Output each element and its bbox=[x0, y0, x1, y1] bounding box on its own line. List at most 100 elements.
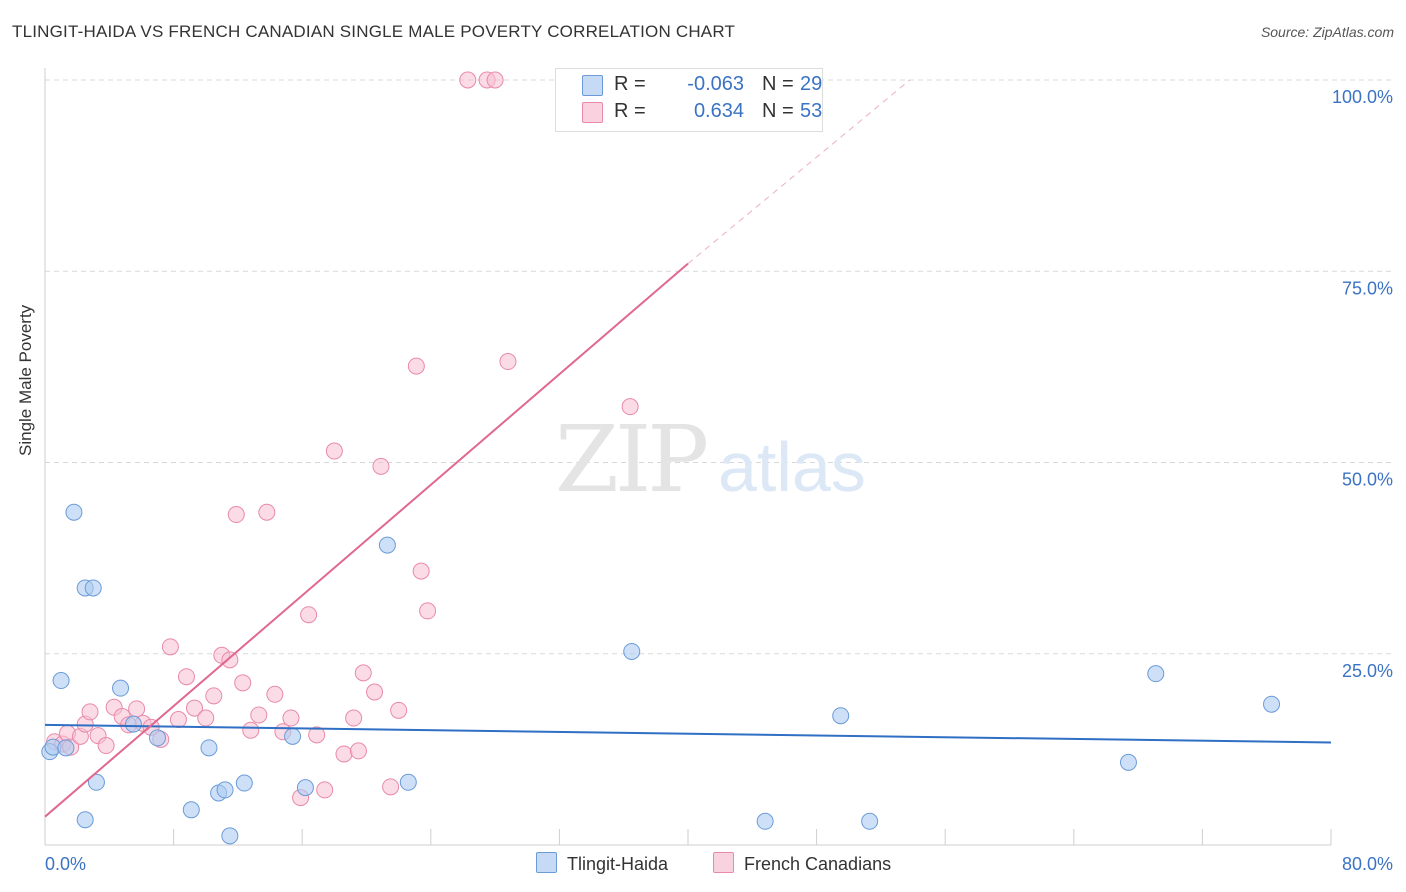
point-tlingit-haida bbox=[623, 642, 641, 660]
point-french-canadians bbox=[258, 503, 276, 521]
point-tlingit-haida bbox=[235, 774, 253, 792]
point-french-canadians bbox=[325, 442, 343, 460]
point-tlingit-haida bbox=[84, 579, 102, 597]
point-french-canadians bbox=[250, 706, 268, 724]
point-tlingit-haida bbox=[378, 536, 396, 554]
point-french-canadians bbox=[308, 726, 326, 744]
point-french-canadians bbox=[372, 457, 390, 475]
axis-layer bbox=[44, 68, 1332, 846]
point-tlingit-haida bbox=[87, 773, 105, 791]
point-french-canadians bbox=[486, 71, 504, 89]
point-tlingit-haida bbox=[52, 672, 70, 690]
point-french-canadians bbox=[266, 685, 284, 703]
legend-n-label: N = bbox=[762, 73, 794, 95]
point-french-canadians bbox=[407, 357, 425, 375]
y-axis-title: Single Male Poverty bbox=[16, 304, 35, 456]
point-tlingit-haida bbox=[399, 773, 417, 791]
point-french-canadians bbox=[419, 602, 437, 620]
point-french-canadians bbox=[197, 709, 215, 727]
grid-layer bbox=[45, 79, 1395, 655]
watermark: ZIP atlas bbox=[555, 406, 866, 513]
point-french-canadians bbox=[354, 664, 372, 682]
legend-n-value: 29 bbox=[800, 73, 823, 95]
point-french-canadians bbox=[81, 703, 99, 721]
point-french-canadians bbox=[205, 687, 223, 705]
legend-r-value: -0.063 bbox=[687, 73, 744, 95]
point-french-canadians bbox=[366, 683, 384, 701]
point-french-canadians bbox=[234, 674, 252, 692]
trendline-french-canadians-extension bbox=[687, 79, 911, 264]
point-tlingit-haida bbox=[124, 715, 142, 733]
y-tick-label: 75.0% bbox=[1342, 278, 1393, 298]
legend-swatch-french bbox=[713, 852, 734, 873]
point-french-canadians bbox=[345, 709, 363, 727]
point-tlingit-haida bbox=[221, 827, 239, 845]
tick-labels: 25.0% 50.0% 75.0% 100.0% 0.0% 80.0% bbox=[45, 87, 1393, 874]
point-tlingit-haida bbox=[1147, 665, 1165, 683]
legend-r-label: R = bbox=[614, 73, 646, 95]
source-attribution: Source: ZipAtlas.com bbox=[1260, 24, 1394, 40]
point-french-canadians bbox=[177, 668, 195, 686]
point-french-canadians bbox=[169, 711, 187, 729]
series-legend: Tlingit-Haida French Canadians bbox=[0, 852, 1406, 878]
watermark-zip: ZIP bbox=[555, 406, 706, 513]
legend-swatch-tlingit bbox=[582, 75, 603, 96]
point-tlingit-haida bbox=[1263, 695, 1281, 713]
legend-r-label: R = bbox=[614, 100, 646, 122]
y-tick-label: 25.0% bbox=[1342, 661, 1393, 681]
legend-swatch-french bbox=[582, 102, 603, 123]
legend-item-french: French Canadians bbox=[713, 852, 891, 875]
point-french-canadians bbox=[412, 562, 430, 580]
point-french-canadians bbox=[242, 721, 260, 739]
x-tick-label: 0.0% bbox=[45, 854, 86, 874]
point-tlingit-haida bbox=[76, 811, 94, 829]
chart-title: TLINGIT-HAIDA VS FRENCH CANADIAN SINGLE … bbox=[12, 22, 736, 41]
x-tick-label: 80.0% bbox=[1342, 854, 1393, 874]
legend-n-value: 53 bbox=[800, 100, 823, 122]
point-tlingit-haida bbox=[57, 739, 75, 757]
point-french-canadians bbox=[128, 700, 146, 718]
point-tlingit-haida bbox=[65, 503, 83, 521]
point-tlingit-haida bbox=[296, 779, 314, 797]
point-tlingit-haida bbox=[216, 781, 234, 799]
point-french-canadians bbox=[335, 745, 353, 763]
point-tlingit-haida bbox=[200, 739, 218, 757]
point-tlingit-haida bbox=[756, 812, 774, 830]
point-tlingit-haida bbox=[284, 727, 302, 745]
point-tlingit-haida bbox=[182, 801, 200, 819]
legend-swatch-tlingit bbox=[536, 852, 557, 873]
legend-n-label: N = bbox=[762, 100, 794, 122]
points-layer bbox=[41, 71, 1281, 845]
point-french-canadians bbox=[316, 781, 334, 799]
trendline-tlingit-haida bbox=[44, 723, 1332, 744]
point-french-canadians bbox=[349, 742, 367, 760]
point-tlingit-haida bbox=[1119, 753, 1137, 771]
watermark-atlas: atlas bbox=[718, 428, 866, 506]
point-tlingit-haida bbox=[149, 729, 167, 747]
y-tick-label: 100.0% bbox=[1332, 87, 1393, 107]
y-tick-label: 50.0% bbox=[1342, 470, 1393, 490]
trend-layer bbox=[44, 79, 1332, 818]
stats-legend: R = -0.063 N = 29 R = 0.634 N = 53 bbox=[555, 68, 823, 132]
point-french-canadians bbox=[221, 651, 239, 669]
trendline-french-canadians bbox=[44, 262, 689, 818]
point-tlingit-haida bbox=[112, 679, 130, 697]
legend-item-tlingit: Tlingit-Haida bbox=[536, 852, 668, 875]
point-french-canadians bbox=[282, 709, 300, 727]
legend-label-tlingit: Tlingit-Haida bbox=[567, 854, 669, 874]
point-french-canadians bbox=[97, 737, 115, 755]
point-french-canadians bbox=[499, 353, 517, 371]
point-tlingit-haida bbox=[832, 707, 850, 725]
point-french-canadians bbox=[300, 606, 318, 624]
point-french-canadians bbox=[390, 701, 408, 719]
point-french-canadians bbox=[621, 398, 639, 416]
point-french-canadians bbox=[161, 638, 179, 656]
point-french-canadians bbox=[185, 699, 203, 717]
legend-label-french: French Canadians bbox=[744, 854, 892, 874]
point-french-canadians bbox=[459, 71, 477, 89]
legend-r-value: 0.634 bbox=[693, 100, 744, 122]
point-french-canadians bbox=[382, 778, 400, 796]
point-french-canadians bbox=[227, 506, 245, 524]
point-tlingit-haida bbox=[861, 812, 879, 830]
